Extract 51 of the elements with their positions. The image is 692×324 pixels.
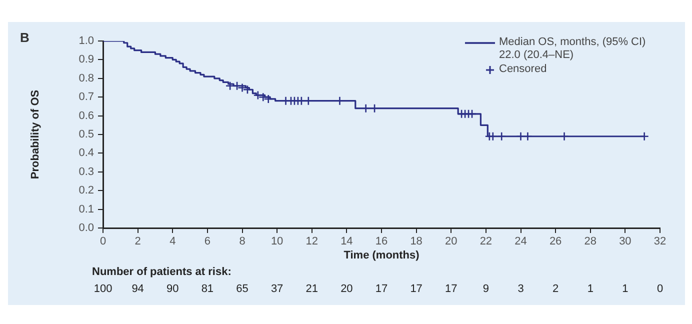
y-tick-label: 0.4 [78, 147, 94, 160]
legend-label: Censored [499, 63, 548, 76]
x-tick-label: 16 [375, 236, 388, 248]
y-tick-label: 1.0 [78, 35, 94, 48]
y-tick-label: 0.0 [78, 222, 94, 234]
text: 17 [445, 283, 458, 296]
chart-title: B [20, 30, 30, 45]
x-tick-label: 14 [340, 236, 353, 248]
text: 100 [94, 283, 112, 296]
y-axis-title: Probability of OS [30, 90, 42, 180]
x-tick-label: 18 [410, 236, 422, 248]
text: 1 [587, 283, 594, 296]
text: 20 [340, 283, 353, 296]
y-tick-label: 0.5 [78, 128, 94, 141]
x-axis-title: Time (months) [344, 249, 420, 262]
x-tick-label: 2 [134, 236, 141, 248]
text: 2 [552, 283, 559, 296]
text: Number of patients at risk: [92, 266, 232, 278]
x-tick-label: 10 [270, 236, 284, 248]
x-tick-label: 22 [480, 236, 492, 248]
x-tick-label: 4 [170, 236, 176, 248]
x-tick-label: 12 [306, 236, 318, 248]
y-tick-label: 0.7 [78, 91, 94, 104]
text: 1 [622, 283, 628, 296]
y-tick-label: 0.8 [78, 72, 94, 84]
x-tick-label: 20 [445, 236, 458, 248]
text: 17 [375, 283, 388, 296]
text: 9 [482, 283, 489, 296]
legend-label: Median OS, months, (95% CI) 22.0 (20.4–NE) [499, 36, 647, 62]
text: 21 [306, 283, 318, 296]
x-tick-label: 6 [204, 236, 210, 248]
y-tick-label: 0.9 [78, 54, 94, 66]
x-tick-label: 26 [549, 236, 562, 248]
text: 81 [201, 283, 214, 296]
text: 94 [132, 283, 144, 296]
text: 17 [410, 283, 422, 296]
x-tick-label: 30 [619, 236, 632, 248]
y-tick-label: 0.6 [78, 110, 94, 122]
x-tick-label: 8 [239, 236, 246, 248]
text: 65 [236, 283, 248, 296]
text: 37 [270, 283, 284, 296]
y-tick-label: 0.1 [78, 203, 94, 216]
text: 90 [166, 283, 179, 296]
x-tick-label: 0 [100, 236, 106, 248]
y-tick-label: 0.2 [78, 184, 94, 197]
text: 0 [656, 283, 664, 296]
x-tick-label: 24 [514, 236, 527, 248]
x-tick-label: 28 [584, 236, 596, 248]
text: 3 [518, 283, 524, 296]
y-tick-label: 0.3 [78, 166, 94, 178]
x-tick-label: 32 [654, 236, 666, 248]
